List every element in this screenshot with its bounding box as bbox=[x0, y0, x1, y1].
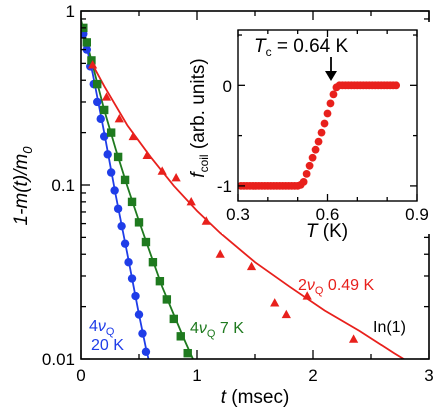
data-point bbox=[138, 329, 147, 338]
data-point bbox=[96, 114, 105, 124]
inset-data-point bbox=[305, 161, 314, 170]
data-point bbox=[171, 172, 181, 182]
y-tick-label: 0.01 bbox=[42, 350, 75, 369]
series-label-red: 2νQ 0.49 K bbox=[298, 277, 375, 297]
data-point bbox=[82, 45, 92, 54]
series-label-blue: 4νQ bbox=[89, 318, 115, 338]
x-tick-label: 0 bbox=[76, 366, 85, 385]
data-point bbox=[142, 150, 152, 159]
data-point bbox=[82, 38, 91, 47]
inset-data-point bbox=[317, 128, 326, 137]
y-tick-label: 0.1 bbox=[51, 176, 75, 195]
data-point bbox=[110, 186, 119, 195]
inset-x-tick-label: 0.3 bbox=[226, 205, 250, 224]
data-point bbox=[246, 261, 257, 271]
data-point bbox=[120, 239, 130, 248]
fit-curve bbox=[89, 59, 406, 359]
data-point bbox=[106, 168, 116, 177]
data-point bbox=[131, 291, 140, 301]
data-point bbox=[270, 298, 280, 307]
inset-data-point bbox=[329, 90, 338, 99]
data-point bbox=[117, 221, 126, 231]
data-point bbox=[113, 152, 123, 162]
data-point bbox=[162, 295, 172, 304]
inset-plot: 0.3 0.6 0.9 -1 0 T (K) fcoil (arb. units… bbox=[188, 22, 431, 242]
data-point bbox=[103, 150, 112, 159]
inset-data-point bbox=[308, 153, 317, 162]
data-point bbox=[141, 347, 151, 356]
inset-data-markers bbox=[238, 81, 401, 190]
inset-data-point bbox=[299, 177, 308, 186]
sample-label: In(1) bbox=[373, 319, 406, 336]
tc-annotation: Tc = 0.64 K bbox=[254, 36, 349, 59]
data-point bbox=[93, 97, 102, 107]
data-point bbox=[106, 128, 116, 137]
inset-y-tick-label: -1 bbox=[217, 177, 232, 196]
data-point bbox=[127, 274, 137, 283]
tc-arrow bbox=[325, 57, 337, 81]
data-point bbox=[93, 79, 102, 89]
x-tick-label: 3 bbox=[424, 366, 433, 385]
series-label-blue-temp: 20 K bbox=[91, 337, 124, 354]
inset-data-point bbox=[311, 145, 320, 154]
inset-background bbox=[222, 22, 431, 234]
data-point bbox=[348, 334, 359, 343]
inset-axis-ticks bbox=[237, 30, 418, 201]
data-point bbox=[87, 56, 96, 65]
inset-data-point bbox=[320, 119, 329, 128]
inset-y-axis-title: fcoil (arb. units) bbox=[188, 58, 211, 177]
y-tick-label: 1 bbox=[66, 2, 75, 21]
data-point bbox=[302, 291, 312, 300]
data-point bbox=[124, 258, 133, 267]
x-tick-label: 2 bbox=[308, 366, 317, 385]
data-point bbox=[100, 105, 109, 115]
inset-data-point bbox=[302, 169, 311, 178]
data-point bbox=[155, 276, 165, 286]
data-point bbox=[127, 197, 137, 207]
inset-data-point bbox=[314, 137, 323, 146]
inset-data-point bbox=[323, 109, 332, 118]
data-point bbox=[134, 310, 144, 319]
data-point bbox=[157, 166, 167, 175]
data-point bbox=[201, 216, 211, 225]
data-point bbox=[114, 114, 124, 123]
data-point bbox=[101, 92, 112, 101]
inset-x-tick-label: 0.9 bbox=[405, 205, 429, 224]
data-point bbox=[87, 60, 98, 69]
inset-y-tick-label: 0 bbox=[223, 77, 232, 96]
inset-x-tick-label: 0.6 bbox=[316, 205, 340, 224]
x-axis-title: t (msec) bbox=[221, 387, 290, 408]
data-point bbox=[176, 332, 185, 341]
data-point bbox=[120, 175, 130, 185]
data-point bbox=[186, 197, 196, 206]
data-markers bbox=[81, 23, 399, 368]
inset-x-axis-title: T (K) bbox=[306, 221, 348, 242]
data-point bbox=[390, 360, 399, 368]
data-point bbox=[183, 348, 192, 358]
main-plot: 0 1 2 3 0.01 0.1 1 t (msec) 1-m(t)/m0 4ν… bbox=[11, 2, 434, 408]
y-axis-title: 1-m(t)/m0 bbox=[11, 146, 35, 226]
data-point bbox=[169, 314, 178, 324]
data-point bbox=[128, 131, 138, 141]
inset-data-point bbox=[326, 99, 335, 108]
data-point bbox=[215, 249, 225, 258]
series-label-green: 4νQ 7 K bbox=[190, 320, 244, 340]
data-point bbox=[281, 309, 291, 319]
data-point bbox=[134, 218, 144, 227]
data-point bbox=[100, 132, 109, 141]
x-tick-label: 1 bbox=[192, 366, 201, 385]
data-point bbox=[113, 204, 123, 213]
data-point bbox=[148, 258, 158, 267]
data-point bbox=[141, 237, 151, 247]
inset-data-point bbox=[392, 81, 401, 90]
